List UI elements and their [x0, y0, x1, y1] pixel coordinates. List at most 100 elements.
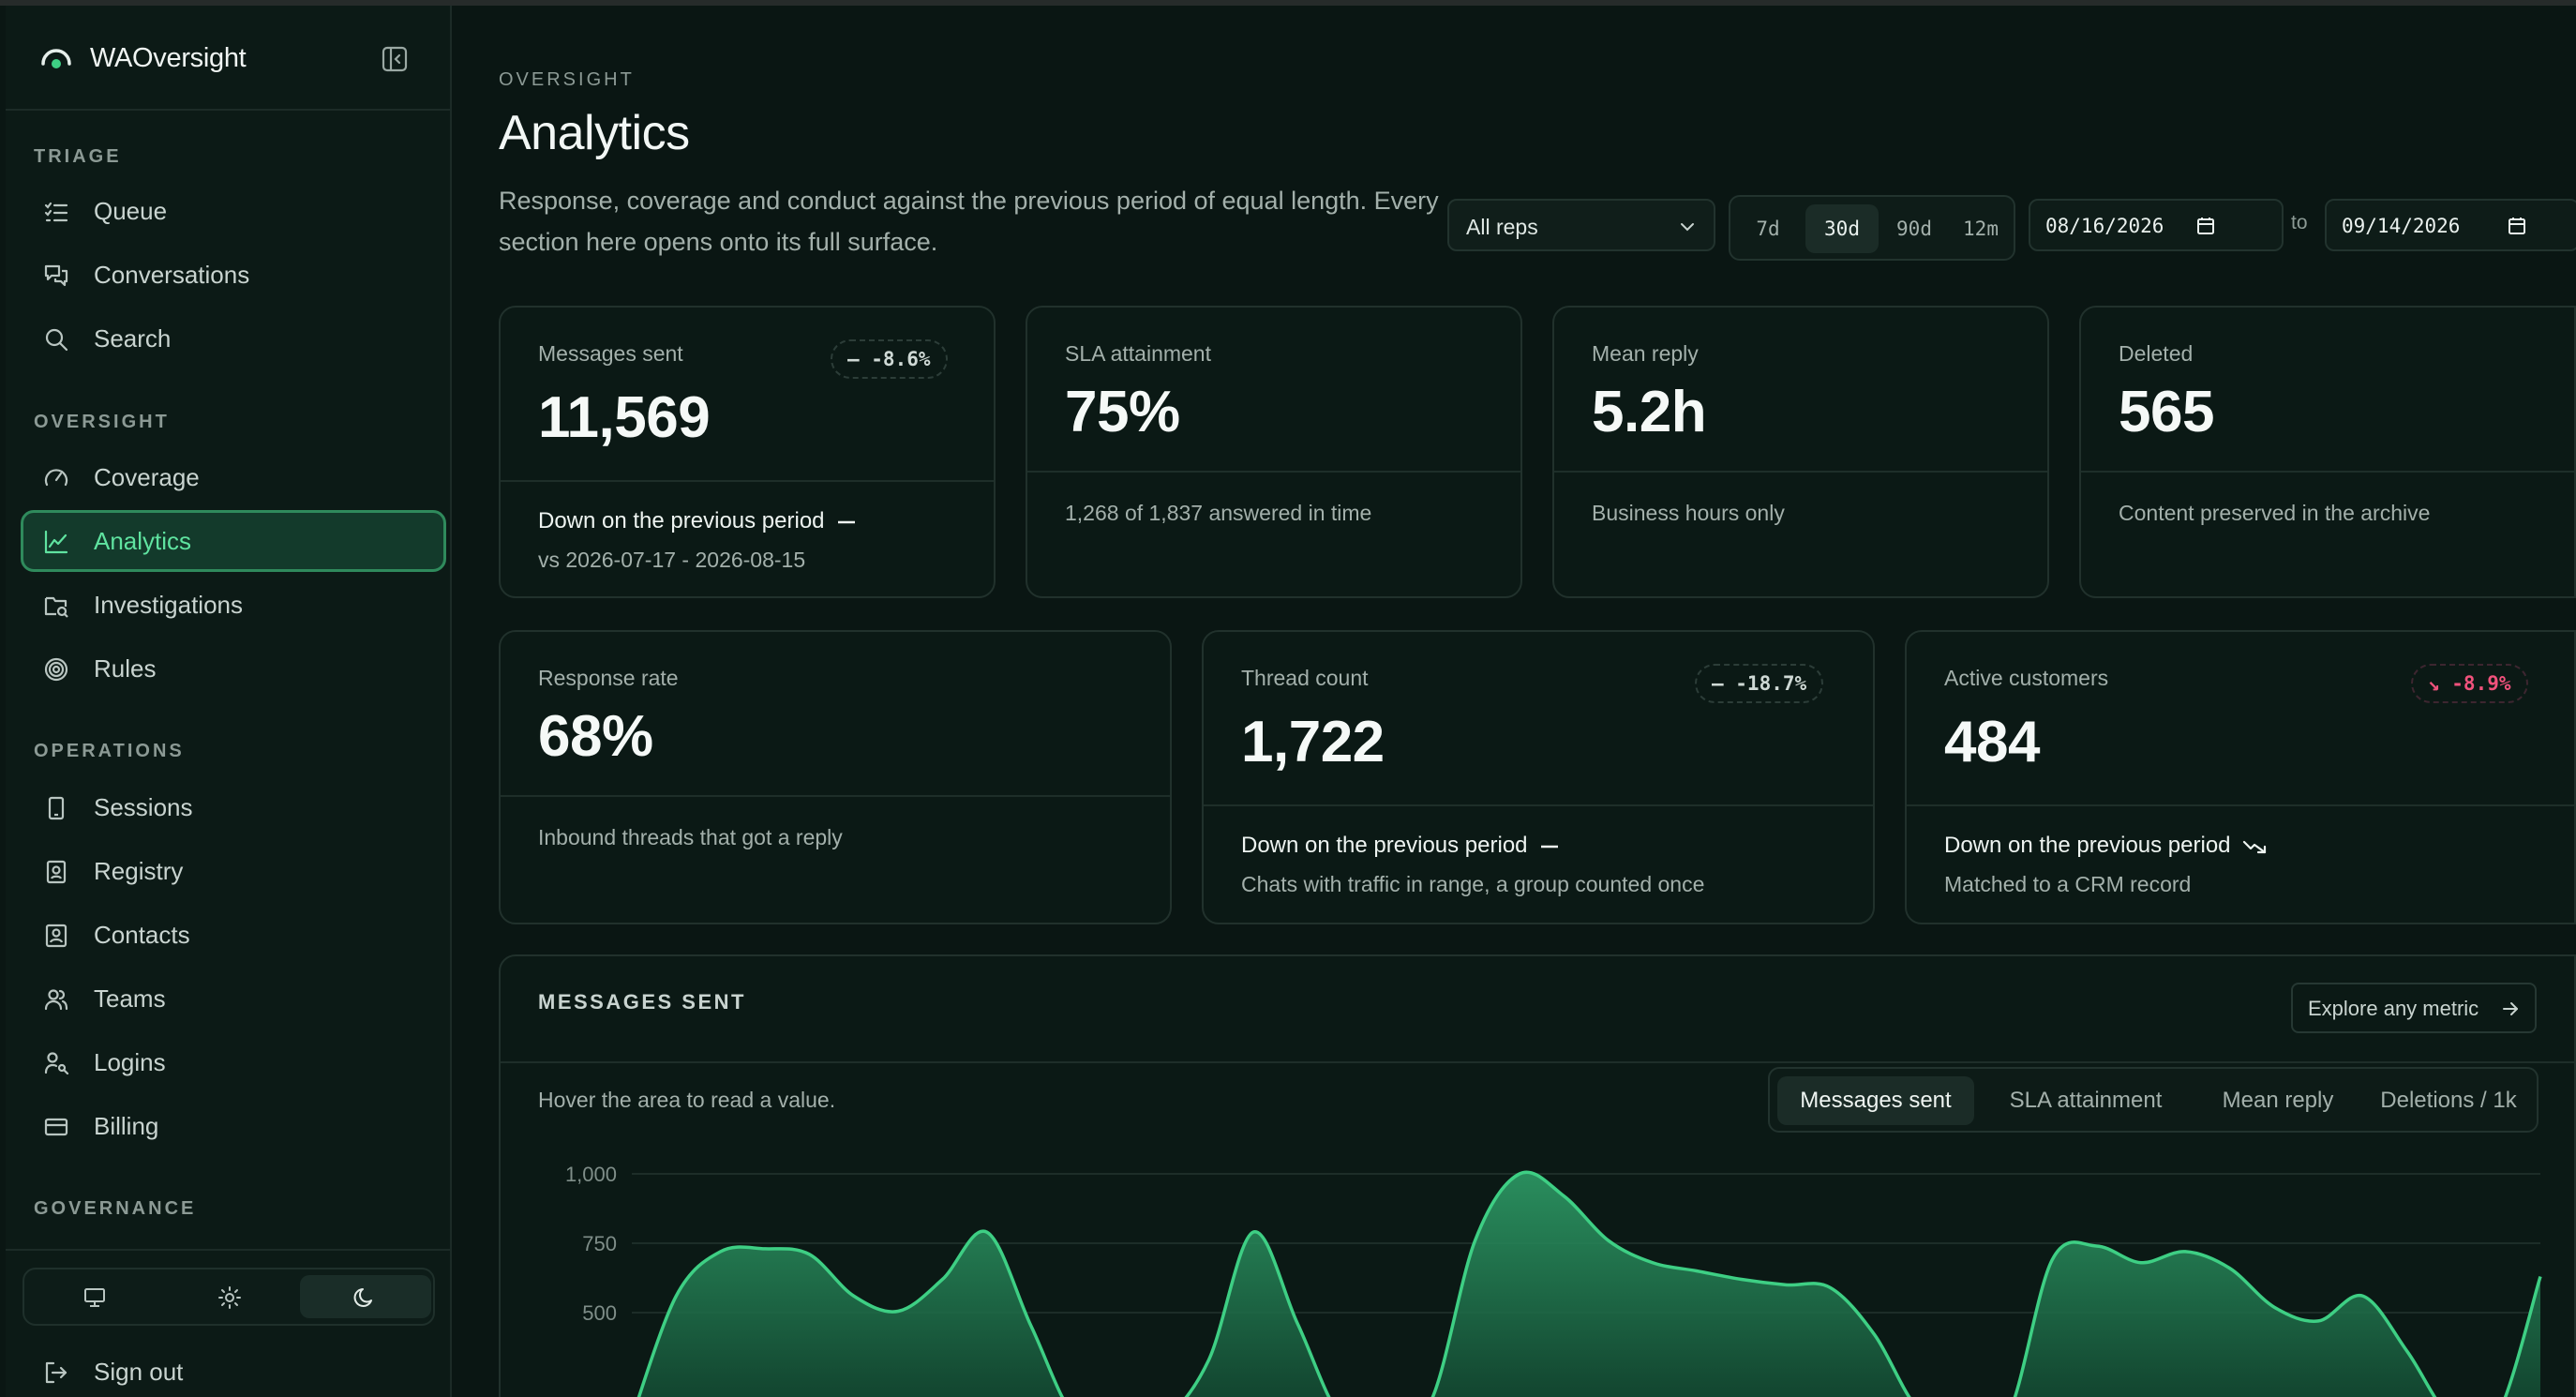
sidebar-item-analytics[interactable]: Analytics: [21, 510, 446, 572]
kpi-foot: Inbound threads that got a reply: [538, 825, 843, 849]
kpi-foot: Matched to a CRM record: [1944, 872, 2192, 896]
kpi-value: 68%: [538, 704, 653, 769]
sidebar-item-label: Logins: [94, 1048, 166, 1076]
kpi-card-deleted[interactable]: Deleted 565 Content preserved in the arc…: [2079, 306, 2576, 598]
theme-light-button[interactable]: [165, 1275, 296, 1318]
flat-trend-icon: [837, 520, 855, 523]
sidebar-item-label: Contacts: [94, 921, 190, 949]
search-icon: [45, 328, 68, 352]
chevron-down-icon: [1681, 223, 1694, 232]
kpi-foot: Content preserved in the archive: [2119, 501, 2431, 525]
kpi-label: SLA attainment: [1065, 341, 1211, 366]
sidebar-item-label: Sessions: [94, 793, 193, 821]
sidebar-item-rules[interactable]: Rules: [21, 638, 446, 699]
kpi-card-mean-reply[interactable]: Mean reply 5.2h Business hours only: [1552, 306, 2049, 598]
kpi-value: 1,722: [1241, 710, 1385, 774]
range-toggle: 7d 30d 90d 12m: [1729, 195, 2015, 261]
kpi-card-thread-count[interactable]: Thread count – -18.7% 1,722 Down on the …: [1202, 630, 1875, 924]
sidebar-item-label: Queue: [94, 197, 168, 225]
sidebar-item-sessions[interactable]: Sessions: [21, 776, 446, 838]
sidebar-item-queue[interactable]: Queue: [21, 180, 446, 242]
chart-hint: Hover the area to read a value.: [538, 1088, 836, 1112]
sidebar-item-billing[interactable]: Billing: [21, 1095, 446, 1157]
sidebar-item-label: Billing: [94, 1112, 159, 1140]
sidebar-item-contacts[interactable]: Contacts: [21, 904, 446, 966]
tab-messages-sent[interactable]: Messages sent: [1777, 1076, 1974, 1125]
date-from-input[interactable]: 08/16/2026: [2029, 199, 2284, 251]
kpi-trend: Down on the previous period: [1241, 833, 1560, 859]
sidebar-item-teams[interactable]: Teams: [21, 968, 446, 1029]
tab-sla-attainment[interactable]: SLA attainment: [2009, 1088, 2163, 1113]
tab-deletions-per-1k[interactable]: Deletions / 1k: [2380, 1088, 2517, 1113]
sidebar-item-label: Registry: [94, 857, 184, 885]
sidebar-divider: [6, 1249, 452, 1251]
reps-select[interactable]: All reps: [1447, 199, 1715, 251]
monitor-icon: [84, 1288, 105, 1307]
delta-badge: – -8.6%: [831, 339, 948, 379]
sidebar-item-label: Rules: [94, 654, 157, 683]
tab-mean-reply[interactable]: Mean reply: [2222, 1088, 2334, 1113]
date-to-value: 09/14/2026: [2342, 215, 2461, 237]
section-label-governance: GOVERNANCE: [34, 1198, 197, 1219]
explore-metric-button[interactable]: Explore any metric: [2291, 983, 2537, 1033]
sidebar-item-registry[interactable]: Registry: [21, 840, 446, 902]
brand-name: WAOversight: [90, 43, 247, 73]
explore-metric-label: Explore any metric: [2308, 997, 2479, 1020]
date-to-input[interactable]: 09/14/2026: [2325, 199, 2576, 251]
range-12m-button[interactable]: 12m: [1963, 218, 1999, 240]
theme-system-button[interactable]: [30, 1275, 161, 1318]
card-divider: [501, 480, 994, 482]
theme-dark-button[interactable]: [300, 1275, 431, 1318]
series-area-messages-sent[interactable]: [632, 1172, 2540, 1397]
kpi-trend-label: Down on the previous period: [538, 508, 825, 533]
card-divider: [2081, 471, 2574, 473]
kpi-trend: Down on the previous period: [538, 508, 857, 534]
id-card-icon: [46, 860, 67, 884]
sidebar-item-investigations[interactable]: Investigations: [21, 574, 446, 636]
kpi-label: Thread count: [1241, 666, 1369, 690]
range-7d-button[interactable]: 7d: [1756, 218, 1780, 240]
sidebar-item-coverage[interactable]: Coverage: [21, 446, 446, 508]
calendar-icon[interactable]: [2195, 216, 2216, 236]
arrow-right-icon: [2503, 1002, 2518, 1015]
chart-title: MESSAGES SENT: [538, 990, 746, 1014]
y-tick-label: 500: [582, 1301, 617, 1325]
range-30d-button[interactable]: 30d: [1805, 204, 1879, 253]
conversations-icon: [44, 264, 68, 287]
series-line-messages-sent: [637, 1170, 2542, 1397]
chart-line-icon: [44, 530, 68, 554]
sidebar-item-label: Analytics: [94, 527, 192, 555]
theme-switcher: [22, 1268, 435, 1326]
sidebar-item-conversations[interactable]: Conversations: [21, 244, 446, 306]
window-top-border: [0, 0, 2576, 6]
kpi-value: 11,569: [538, 385, 711, 450]
kpi-card-messages-sent[interactable]: Messages sent – -8.6% 11,569 Down on the…: [499, 306, 996, 598]
kpi-label: Deleted: [2119, 341, 2194, 366]
flat-trend-icon: [1540, 845, 1558, 848]
calendar-icon[interactable]: [2507, 216, 2527, 236]
sign-out-label: Sign out: [94, 1358, 184, 1386]
kpi-card-active-customers[interactable]: Active customers ↘ -8.9% 484 Down on the…: [1905, 630, 2576, 924]
kpi-value: 484: [1944, 710, 2040, 774]
page-eyebrow: OVERSIGHT: [499, 69, 635, 90]
delta-badge-negative: ↘ -8.9%: [2411, 664, 2528, 703]
sidebar-item-label: Teams: [94, 984, 166, 1013]
chart-divider: [501, 1061, 2574, 1063]
trend-down-icon: [2242, 840, 2266, 853]
kpi-foot: 1,268 of 1,837 answered in time: [1065, 501, 1372, 525]
card-divider: [501, 795, 1170, 797]
messages-area-chart[interactable]: 1,000 750 500: [501, 1144, 2576, 1397]
sidebar-item-logins[interactable]: Logins: [21, 1031, 446, 1093]
range-90d-button[interactable]: 90d: [1896, 218, 1932, 240]
kpi-label: Messages sent: [538, 341, 683, 366]
kpi-card-sla-attainment[interactable]: SLA attainment 75% 1,268 of 1,837 answer…: [1026, 306, 1522, 598]
y-tick-label: 1,000: [565, 1163, 617, 1186]
sidebar-item-search[interactable]: Search: [21, 308, 446, 369]
sign-out-button[interactable]: Sign out: [21, 1341, 446, 1397]
brand-header: WAOversight: [6, 6, 452, 111]
delta-badge: – -18.7%: [1695, 664, 1824, 703]
collapse-sidebar-icon[interactable]: [381, 45, 409, 73]
kpi-card-response-rate[interactable]: Response rate 68% Inbound threads that g…: [499, 630, 1172, 924]
card-divider: [1907, 804, 2574, 806]
moon-icon: [353, 1288, 372, 1307]
